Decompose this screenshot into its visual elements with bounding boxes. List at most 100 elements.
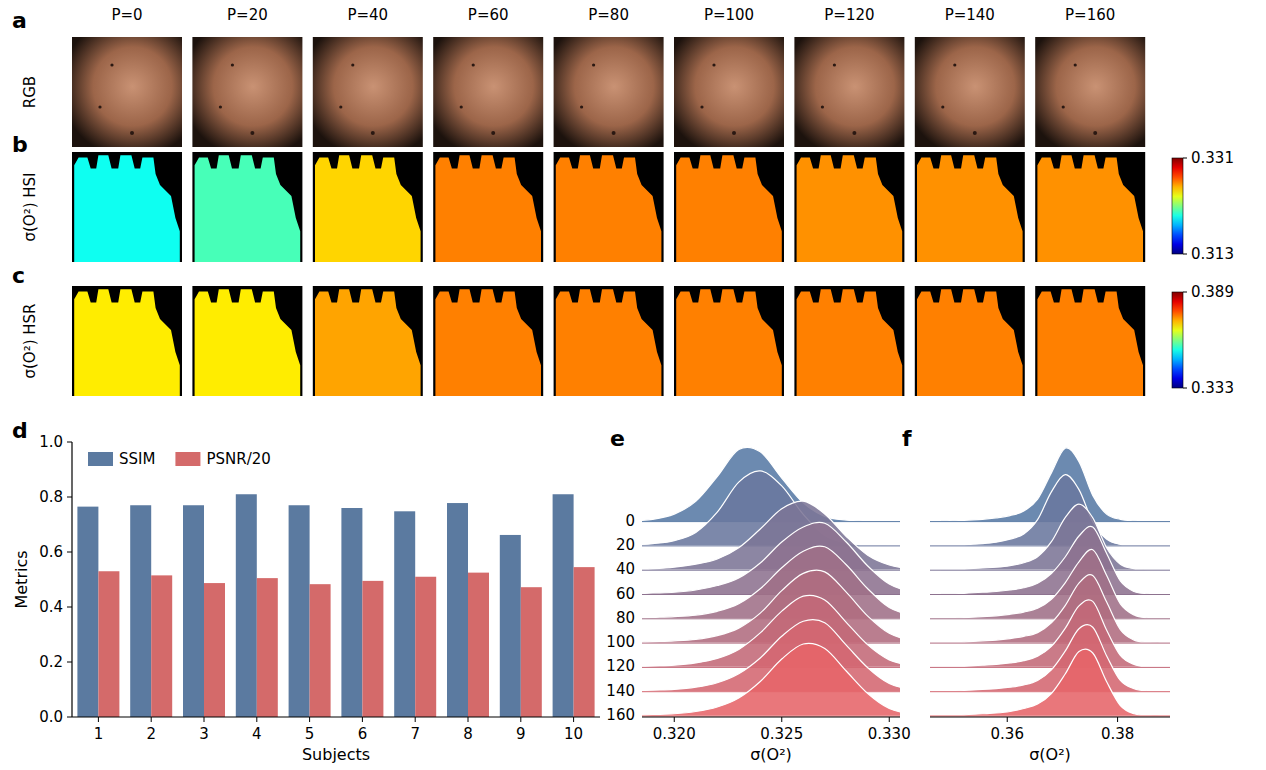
image-background (674, 286, 784, 396)
x-tick (362, 717, 363, 722)
ridge-label: 100 (606, 633, 635, 651)
heatmap-tile (676, 289, 782, 396)
ridge-label: 80 (616, 609, 635, 627)
image-dot (460, 105, 463, 108)
bar (447, 503, 468, 717)
heatmap-tile (556, 155, 662, 262)
bar (310, 584, 331, 717)
column-title: P=120 (824, 6, 874, 24)
image-dot (219, 105, 222, 108)
y-tick-label: 0.0 (39, 708, 63, 726)
figure: aRGBP=0P=20P=40P=60P=80P=100P=120P=140P=… (0, 0, 1266, 770)
y-tick (67, 552, 72, 553)
x-axis-title: σ(O²) (750, 745, 792, 764)
x-tick-label: 8 (463, 725, 473, 743)
column-title: P=160 (1065, 6, 1115, 24)
bar (77, 507, 98, 717)
column-title: P=20 (227, 6, 268, 24)
heatmap-tile (1037, 289, 1143, 396)
heatmap-tile (315, 289, 421, 396)
rgb-image (72, 37, 182, 147)
x-tick (573, 717, 574, 722)
y-tick (67, 497, 72, 498)
rgb-image (192, 37, 302, 147)
panel-letter: a (12, 8, 27, 33)
rgb-image (915, 37, 1025, 147)
x-tick (520, 717, 521, 722)
panel-letter: b (12, 132, 28, 157)
y-tick-label: 1.0 (39, 433, 63, 451)
ridge-label: 0 (625, 512, 635, 530)
colorbar-tick (1183, 388, 1187, 389)
x-axis (930, 716, 1170, 717)
image-dot (1074, 63, 1077, 66)
ridge-area (941, 575, 1162, 643)
y-tick-label: 0.2 (39, 653, 63, 671)
heatmap-tile (195, 155, 301, 262)
row-label: σ(O²) HSI (21, 172, 39, 241)
y-tick-label: 0.4 (39, 598, 63, 616)
y-tick (67, 442, 72, 443)
image-dot (973, 131, 977, 135)
bar (362, 581, 383, 717)
image-dot (1093, 131, 1097, 135)
image-dot (1062, 105, 1065, 108)
ridge-label: 160 (606, 706, 635, 724)
bar (341, 508, 362, 717)
ridge-area (941, 625, 1162, 692)
rgb-image (674, 37, 784, 147)
ridge-label: 60 (616, 585, 635, 603)
image-background (554, 152, 664, 262)
column-title: P=40 (347, 6, 388, 24)
bar (98, 571, 119, 717)
legend-swatch (88, 452, 113, 466)
x-tick-label: 0.38 (1101, 725, 1134, 743)
image-dot (592, 63, 595, 66)
ridge-baseline (930, 667, 1170, 668)
x-tick (309, 717, 310, 722)
heatmap-tile (797, 155, 903, 262)
x-tick-label: 3 (199, 725, 209, 743)
x-tick (204, 717, 205, 722)
x-tick-label: 0.330 (868, 725, 911, 743)
ridge-area (941, 549, 1162, 618)
ridges (642, 447, 900, 716)
ridge-baseline (930, 691, 1170, 692)
x-tick (1007, 717, 1008, 722)
y-axis (71, 442, 72, 717)
rgb-image (794, 37, 904, 147)
ridge-area (941, 504, 1162, 570)
ridge-baseline (930, 716, 1170, 717)
x-tick (468, 717, 469, 722)
colorbar-tick-label: 0.331 (1191, 149, 1234, 167)
y-tick-label: 0.8 (39, 488, 63, 506)
ridge-baseline (642, 716, 900, 717)
bar (574, 567, 595, 717)
x-tick-label: 0.36 (991, 725, 1024, 743)
image-background (313, 286, 423, 396)
ridge-baseline (930, 643, 1170, 644)
image-dot (250, 131, 254, 135)
bar (394, 511, 415, 717)
image-dot (110, 63, 113, 66)
colorbar-tick (1183, 158, 1187, 159)
image-background (915, 286, 1025, 396)
colorbar-tick-label: 0.313 (1191, 245, 1234, 263)
row-label: RGB (21, 76, 39, 108)
column-title: P=80 (588, 6, 629, 24)
heatmap-tile (74, 289, 180, 396)
bar (521, 587, 542, 717)
heatmap-tile (917, 155, 1023, 262)
image-dot (98, 105, 101, 108)
x-tick-label: 7 (410, 725, 420, 743)
bar (236, 494, 257, 717)
heatmap-tile (435, 289, 541, 396)
x-tick-label: 0.325 (760, 725, 803, 743)
ridge-area (941, 600, 1162, 668)
image-dot (700, 105, 703, 108)
panel-letter: c (12, 263, 25, 288)
image-background (313, 152, 423, 262)
ridge-baseline (930, 594, 1170, 595)
ridge-area (941, 649, 1162, 716)
image-background (433, 286, 543, 396)
